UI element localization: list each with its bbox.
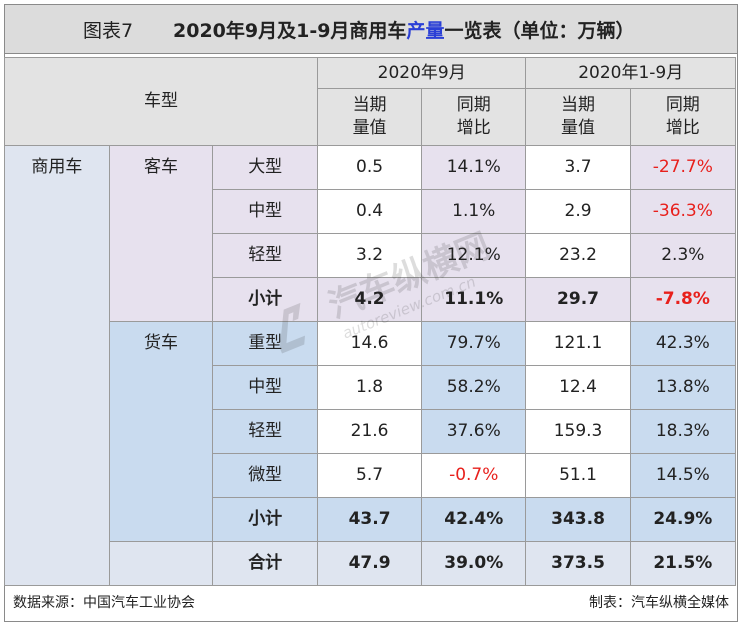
row-label: 微型 bbox=[212, 453, 319, 498]
table-row: 中型 0.4 1.1% 2.9 -36.3% bbox=[5, 189, 737, 234]
cell-ytd-value: 12.4 bbox=[525, 365, 631, 410]
header-current-ytd-l1: 当期 bbox=[561, 95, 596, 116]
row-label: 轻型 bbox=[212, 409, 319, 454]
cell-ytd-value: 121.1 bbox=[525, 321, 631, 366]
cell-sep-value: 43.7 bbox=[317, 497, 423, 542]
group-commercial: 商用车 bbox=[4, 145, 110, 586]
title-highlight: 产量 bbox=[406, 19, 445, 42]
cell-sep-value: 0.4 bbox=[317, 189, 423, 234]
header-yoy: 同期 增比 bbox=[421, 88, 527, 146]
table-footer: 数据来源：中国汽车工业协会 制表：汽车纵横全媒体 bbox=[5, 583, 737, 621]
header-period-ytd: 2020年1-9月 bbox=[525, 57, 736, 89]
cell-ytd-yoy: 14.5% bbox=[629, 453, 737, 498]
row-label: 大型 bbox=[212, 145, 319, 190]
table-row: 中型 1.8 58.2% 12.4 13.8% bbox=[5, 365, 737, 410]
cell-sep-value: 3.2 bbox=[317, 233, 423, 278]
cell-sep-yoy: -0.7% bbox=[421, 453, 527, 498]
cell-ytd-yoy: 42.3% bbox=[629, 321, 737, 366]
header-yoy-ytd-l2: 增比 bbox=[665, 118, 700, 138]
cell-ytd-value: 3.7 bbox=[525, 145, 631, 190]
row-label: 重型 bbox=[212, 321, 319, 366]
header-yoy-l1: 同期 bbox=[456, 95, 491, 116]
header-current-l1: 当期 bbox=[352, 95, 387, 116]
cell-sep-yoy: 39.0% bbox=[421, 541, 527, 586]
cell-sep-value: 0.5 bbox=[317, 145, 423, 190]
header-vehicle-type: 车型 bbox=[3, 57, 319, 146]
cell-sep-yoy: 1.1% bbox=[421, 189, 527, 234]
table-row: 轻型 21.6 37.6% 159.3 18.3% bbox=[5, 409, 737, 454]
header-row-1: 车型 2020年9月 2020年1-9月 bbox=[3, 57, 736, 146]
cell-ytd-value: 29.7 bbox=[525, 277, 631, 322]
title-text: 2020年9月及1-9月商用车产量一览表（单位：万辆） bbox=[173, 16, 634, 43]
cell-sep-yoy: 11.1% bbox=[421, 277, 527, 322]
title-text-before: 2020年9月及1-9月商用车 bbox=[173, 19, 407, 42]
total-blank bbox=[108, 541, 214, 586]
cell-ytd-yoy: 21.5% bbox=[629, 541, 737, 586]
cell-sep-yoy: 12.1% bbox=[421, 233, 527, 278]
cell-sep-yoy: 42.4% bbox=[421, 497, 527, 542]
table-row: 商用车 客车 大型 0.5 14.1% 3.7 -27.7% bbox=[4, 145, 737, 586]
cell-ytd-value: 373.5 bbox=[525, 541, 631, 586]
cell-ytd-yoy: -27.7% bbox=[629, 145, 737, 190]
table-maker: 制表：汽车纵横全媒体 bbox=[589, 595, 729, 611]
row-label: 合计 bbox=[212, 541, 319, 586]
group-bus: 客车 bbox=[108, 145, 214, 322]
row-label: 小计 bbox=[212, 497, 319, 542]
row-label: 轻型 bbox=[212, 233, 319, 278]
cell-ytd-yoy: -36.3% bbox=[629, 189, 737, 234]
cell-sep-value: 21.6 bbox=[317, 409, 423, 454]
header-current-ytd-l2: 量值 bbox=[561, 118, 596, 138]
header-period-sep: 2020年9月 bbox=[317, 57, 527, 89]
cell-sep-value: 47.9 bbox=[317, 541, 423, 586]
cell-sep-value: 14.6 bbox=[317, 321, 423, 366]
cell-ytd-value: 343.8 bbox=[525, 497, 631, 542]
cell-sep-yoy: 14.1% bbox=[421, 145, 527, 190]
table-row: 轻型 3.2 12.1% 23.2 2.3% bbox=[5, 233, 737, 278]
table-row: 货车 重型 14.6 79.7% 121.1 42.3% bbox=[5, 321, 737, 542]
table-row: 微型 5.7 -0.7% 51.1 14.5% bbox=[5, 453, 737, 498]
header-yoy-l2: 增比 bbox=[456, 118, 491, 138]
cell-sep-value: 5.7 bbox=[317, 453, 423, 498]
cell-sep-yoy: 58.2% bbox=[421, 365, 527, 410]
figure-number: 图表7 bbox=[83, 19, 134, 42]
header-yoy-ytd-l1: 同期 bbox=[665, 95, 700, 116]
cell-ytd-yoy: 24.9% bbox=[629, 497, 737, 542]
cell-ytd-value: 51.1 bbox=[525, 453, 631, 498]
row-label: 中型 bbox=[212, 365, 319, 410]
production-table: 车型 2020年9月 2020年1-9月 当期 量值 同期 增比 当期 量值 同期 增比… bbox=[3, 57, 737, 586]
table-row-total: 合计 47.9 39.0% 373.5 21.5% bbox=[5, 541, 737, 586]
row-label: 中型 bbox=[212, 189, 319, 234]
header-current: 当期 量值 bbox=[317, 88, 423, 146]
table-row-subtotal: 小计 4.2 11.1% 29.7 -7.8% bbox=[5, 277, 737, 322]
data-source: 数据来源：中国汽车工业协会 bbox=[13, 595, 195, 611]
cell-ytd-value: 159.3 bbox=[525, 409, 631, 454]
title-text-after: 一览表（单位：万辆） bbox=[444, 19, 635, 42]
cell-sep-value: 1.8 bbox=[317, 365, 423, 410]
header-row-2: 当期 量值 同期 增比 当期 量值 同期 增比 bbox=[5, 88, 737, 146]
cell-sep-yoy: 37.6% bbox=[421, 409, 527, 454]
cell-sep-yoy: 79.7% bbox=[421, 321, 527, 366]
cell-ytd-yoy: 2.3% bbox=[629, 233, 737, 278]
header-current-ytd: 当期 量值 bbox=[525, 88, 631, 146]
cell-ytd-value: 23.2 bbox=[525, 233, 631, 278]
cell-ytd-value: 2.9 bbox=[525, 189, 631, 234]
header-yoy-ytd: 同期 增比 bbox=[629, 88, 737, 146]
cell-ytd-yoy: 13.8% bbox=[629, 365, 737, 410]
table-frame: 图表7 2020年9月及1-9月商用车产量一览表（单位：万辆） 车型 2020年… bbox=[3, 4, 738, 622]
row-label: 小计 bbox=[212, 277, 319, 322]
cell-ytd-yoy: 18.3% bbox=[629, 409, 737, 454]
table-title: 图表7 2020年9月及1-9月商用车产量一览表（单位：万辆） bbox=[5, 5, 737, 54]
cell-sep-value: 4.2 bbox=[317, 277, 423, 322]
cell-ytd-yoy: -7.8% bbox=[629, 277, 737, 322]
header-current-l2: 量值 bbox=[352, 118, 387, 138]
group-truck: 货车 bbox=[108, 321, 214, 542]
